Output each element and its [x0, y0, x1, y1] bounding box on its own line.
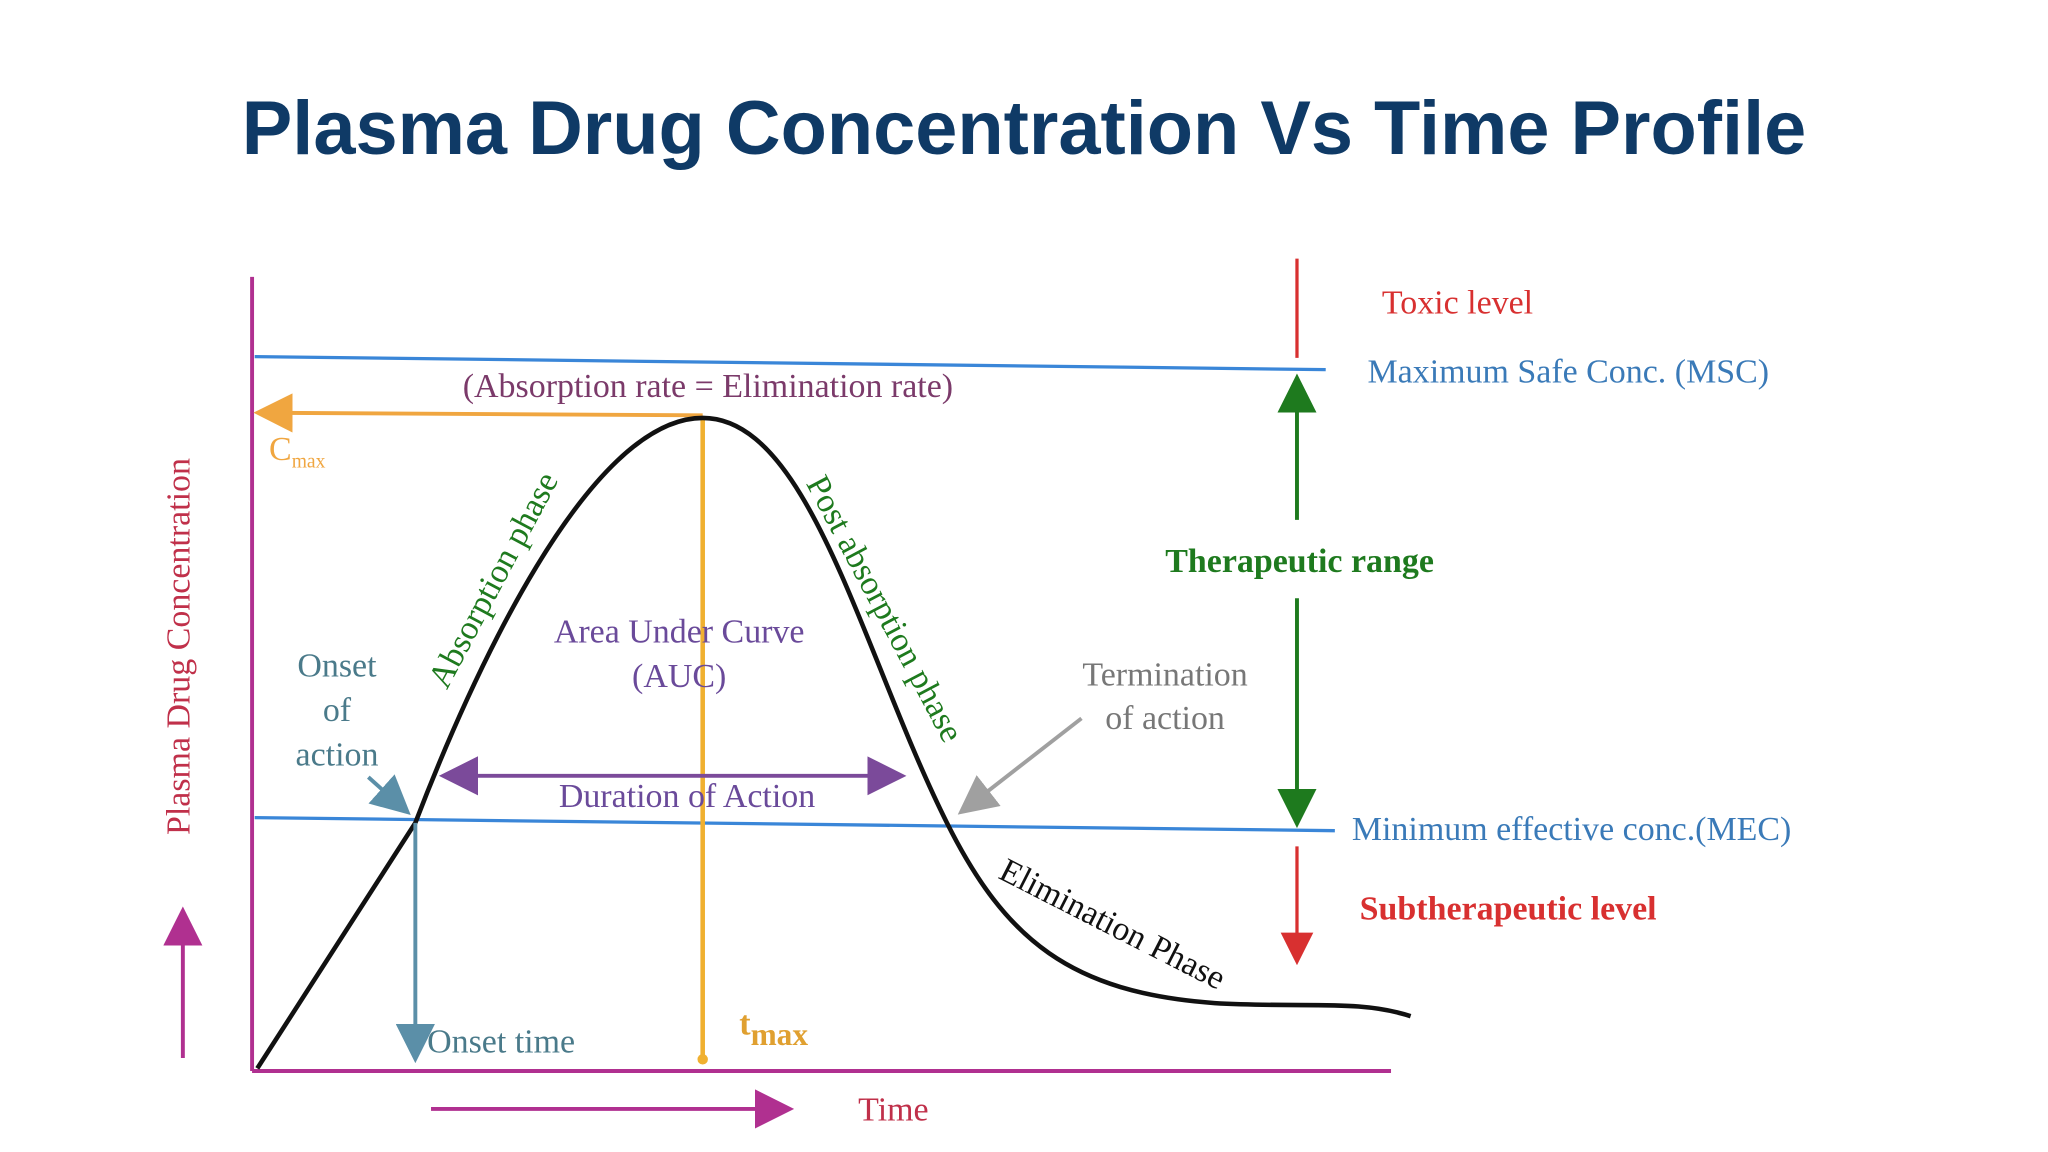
onset-line: Onset: [297, 648, 377, 685]
cmax-base: C: [269, 431, 292, 468]
mec-label: Minimum effective conc.(MEC): [1352, 811, 1792, 848]
x-axis-label: Time: [858, 1092, 928, 1129]
toxic-label: Toxic level: [1382, 284, 1533, 321]
termination-arrow: [957, 716, 1083, 815]
post-absorption-label: Post absorption phase: [799, 470, 971, 749]
elimination-phase-label: Elimination Phase: [994, 852, 1232, 998]
cmax-sub: max: [292, 452, 326, 473]
onset-arrow: [367, 774, 411, 816]
msc-label: Maximum Safe Conc. (MSC): [1368, 354, 1770, 391]
tmax-sub: max: [751, 1017, 809, 1052]
onset-line: action: [296, 736, 379, 773]
cmax-label: Cmax: [269, 431, 326, 473]
tmax-base: t: [739, 1005, 751, 1042]
termination-line: Termination: [1082, 657, 1247, 694]
tmax-dot: [697, 1054, 708, 1065]
duration-label: Duration of Action: [559, 778, 815, 815]
subtherapeutic-label: Subtherapeutic level: [1360, 891, 1657, 928]
onset-line: of: [323, 692, 352, 729]
absorption-phase-label: Absorption phase: [421, 466, 566, 694]
termination-line: of action: [1105, 700, 1225, 737]
tmax-label: tmax: [739, 1005, 808, 1051]
auc-line: (AUC): [632, 658, 726, 695]
title: Plasma Drug Concentration Vs Time Profil…: [242, 86, 1807, 171]
concentration-curve: [255, 415, 1412, 1070]
cmax-arrow: [253, 393, 703, 433]
auc-line: Area Under Curve: [554, 614, 805, 651]
y-axis-label: Plasma Drug Concentration: [160, 458, 197, 835]
msc-line: [254, 354, 1326, 372]
mec-line: [254, 816, 1335, 833]
onset-time-label: Onset time: [427, 1024, 575, 1061]
therapeutic-label: Therapeutic range: [1165, 543, 1434, 580]
equilibrium-label: (Absorption rate = Elimination rate): [463, 368, 953, 405]
